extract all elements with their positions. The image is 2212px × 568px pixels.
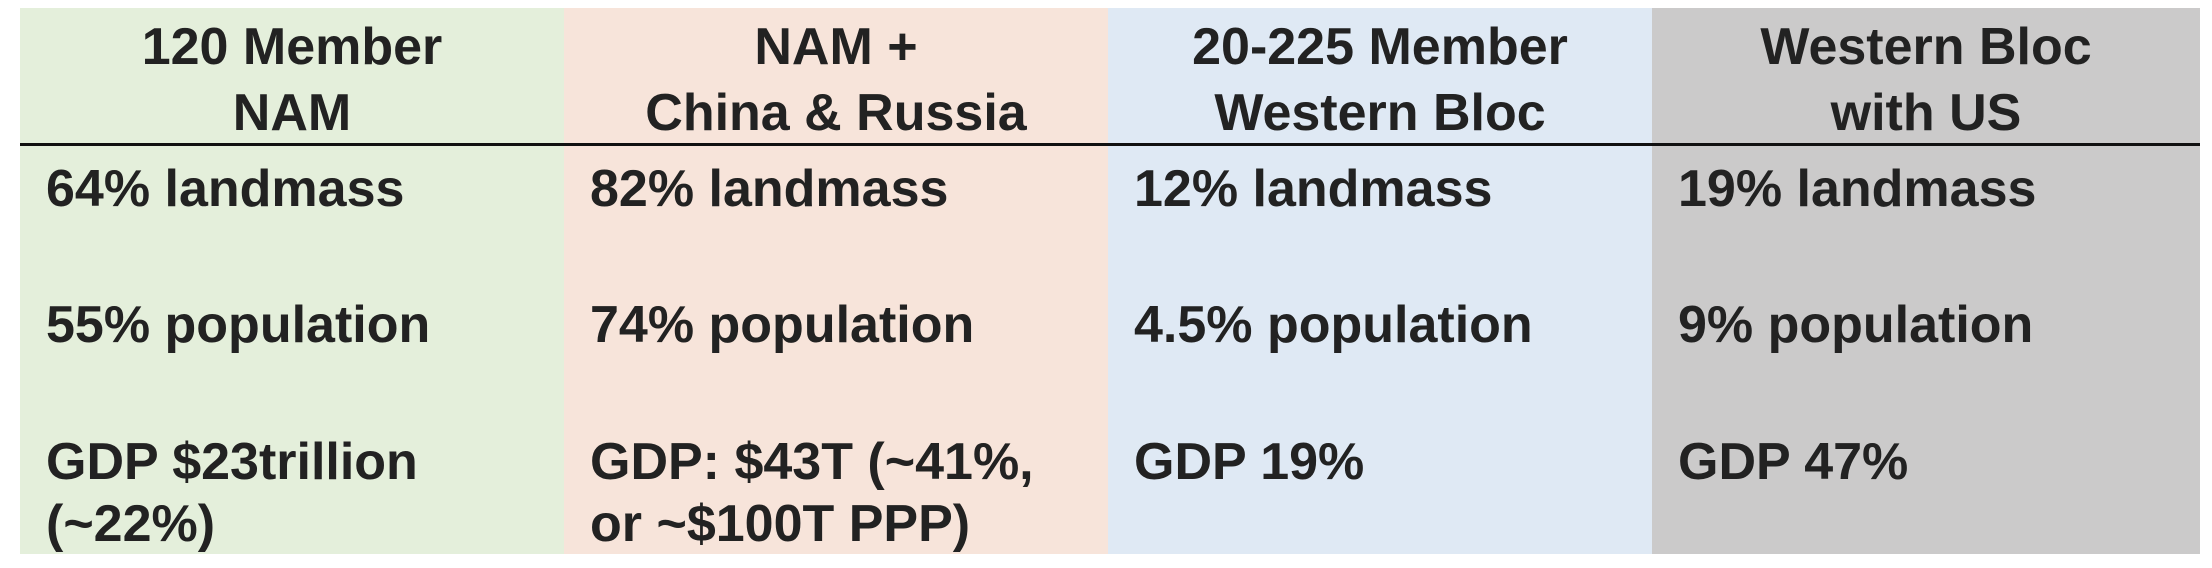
landmass-stat: 12% landmass xyxy=(1134,160,1493,218)
column-header-text: 20-225 Member Western Bloc xyxy=(1192,18,1568,142)
column-header-text: NAM + China & Russia xyxy=(645,18,1027,142)
population-stat: 4.5% population xyxy=(1134,296,1533,354)
column-header: 120 Member NAM xyxy=(20,8,564,146)
header-divider xyxy=(20,143,2200,146)
column-header-text: 120 Member NAM xyxy=(141,18,443,142)
population-stat: 55% population xyxy=(46,296,431,354)
population-stat: 9% population xyxy=(1678,296,2034,354)
column-header: NAM + China & Russia xyxy=(564,8,1108,146)
column-header-text: Western Bloc with US xyxy=(1760,18,2092,142)
column-nam: 120 Member NAM 64% landmass 55% populati… xyxy=(20,8,564,554)
gdp-stat: GDP 19% xyxy=(1134,433,1365,491)
gdp-stat: GDP $23trillion (~22%) xyxy=(46,433,418,553)
landmass-stat: 82% landmass xyxy=(590,160,949,218)
comparison-table: 120 Member NAM 64% landmass 55% populati… xyxy=(20,8,2200,554)
landmass-stat: 19% landmass xyxy=(1678,160,2037,218)
column-nam-china-russia: NAM + China & Russia 82% landmass 74% po… xyxy=(564,8,1108,554)
population-stat: 74% population xyxy=(590,296,975,354)
column-western-bloc: 20-225 Member Western Bloc 12% landmass … xyxy=(1108,8,1652,554)
column-header: 20-225 Member Western Bloc xyxy=(1108,8,1652,146)
landmass-stat: 64% landmass xyxy=(46,160,405,218)
column-header: Western Bloc with US xyxy=(1652,8,2200,146)
gdp-stat: GDP 47% xyxy=(1678,433,1909,491)
column-western-bloc-us: Western Bloc with US 19% landmass 9% pop… xyxy=(1652,8,2200,554)
gdp-stat: GDP: $43T (~41%, or ~$100T PPP) xyxy=(590,433,1034,553)
